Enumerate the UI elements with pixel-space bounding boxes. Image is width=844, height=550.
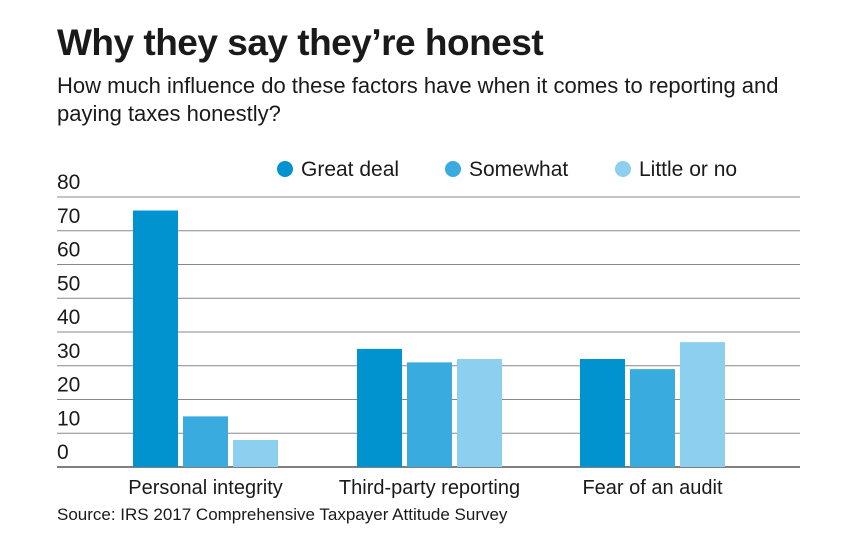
legend-marker bbox=[277, 161, 293, 177]
y-tick-label: 80 bbox=[57, 171, 80, 194]
x-tick-label: Personal integrity bbox=[128, 477, 283, 499]
chart-subtitle: How much influence do these factors have… bbox=[57, 73, 779, 126]
y-tick-label: 70 bbox=[57, 205, 80, 228]
bar-somewhat bbox=[630, 369, 675, 467]
legend-label: Little or no bbox=[639, 158, 737, 181]
bar-somewhat bbox=[407, 362, 452, 467]
y-tick-label: 50 bbox=[57, 272, 80, 295]
bar-little-or-no bbox=[457, 359, 502, 467]
y-tick-label: 20 bbox=[57, 374, 80, 397]
legend-marker bbox=[615, 161, 631, 177]
y-tick-label: 60 bbox=[57, 239, 80, 262]
y-tick-label: 10 bbox=[57, 407, 80, 430]
bar-somewhat bbox=[183, 416, 228, 467]
bar-great-deal bbox=[133, 210, 178, 467]
bar-great-deal bbox=[580, 359, 625, 467]
bar-little-or-no bbox=[680, 342, 725, 467]
legend-marker bbox=[445, 161, 461, 177]
x-tick-label: Third-party reporting bbox=[339, 477, 520, 499]
x-tick-label: Fear of an audit bbox=[582, 477, 723, 499]
chart-title: Why they say they’re honest bbox=[57, 22, 544, 63]
y-tick-label: 0 bbox=[57, 441, 69, 464]
bar-great-deal bbox=[357, 348, 402, 467]
y-tick-label: 30 bbox=[57, 340, 80, 363]
legend-label: Somewhat bbox=[469, 158, 568, 181]
chart-source: Source: IRS 2017 Comprehensive Taxpayer … bbox=[57, 505, 508, 524]
y-tick-label: 40 bbox=[57, 306, 80, 329]
bar-little-or-no bbox=[233, 440, 278, 467]
legend-label: Great deal bbox=[301, 158, 399, 181]
